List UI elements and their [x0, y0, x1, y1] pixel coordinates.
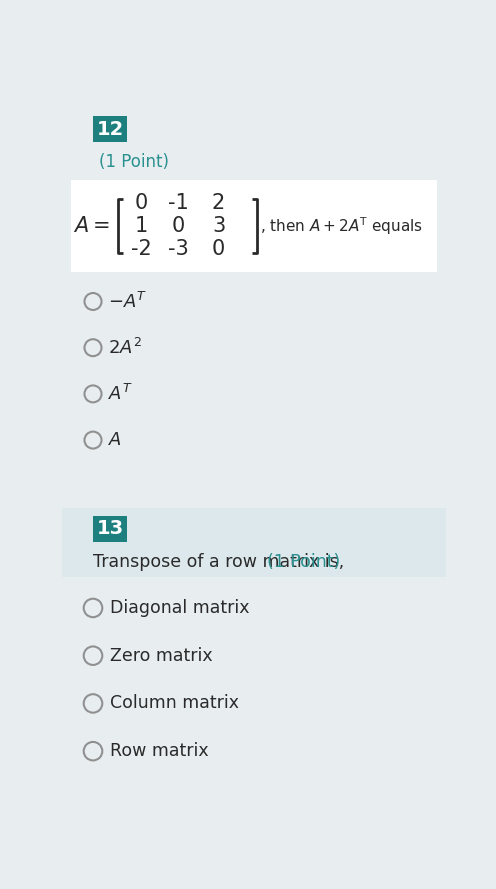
Text: Row matrix: Row matrix	[110, 742, 209, 760]
Text: -2: -2	[130, 239, 151, 259]
Text: (1 Point): (1 Point)	[267, 553, 340, 571]
FancyBboxPatch shape	[93, 116, 127, 142]
Text: 0: 0	[172, 216, 185, 236]
Text: -3: -3	[168, 239, 188, 259]
Text: Column matrix: Column matrix	[110, 694, 239, 712]
FancyBboxPatch shape	[93, 516, 127, 541]
Text: (1 Point): (1 Point)	[99, 153, 169, 171]
Text: Zero matrix: Zero matrix	[110, 646, 213, 665]
Text: 3: 3	[212, 216, 225, 236]
Text: 13: 13	[97, 519, 124, 538]
Text: Diagonal matrix: Diagonal matrix	[110, 599, 249, 617]
Text: , then $A + 2A^{\rm T}$ equals: , then $A + 2A^{\rm T}$ equals	[260, 215, 424, 236]
Text: $2A^2$: $2A^2$	[109, 338, 142, 357]
Text: Transpose of a row matrix is,: Transpose of a row matrix is,	[93, 553, 350, 571]
Text: -1: -1	[168, 193, 188, 213]
FancyBboxPatch shape	[71, 180, 437, 272]
FancyBboxPatch shape	[62, 508, 446, 577]
Text: 0: 0	[212, 239, 225, 259]
Text: 0: 0	[134, 193, 148, 213]
Text: $A^T$: $A^T$	[109, 384, 133, 404]
Text: 12: 12	[96, 119, 124, 139]
Text: $A =$: $A =$	[73, 216, 110, 236]
Text: 2: 2	[212, 193, 225, 213]
Text: $-A^T$: $-A^T$	[109, 292, 148, 311]
Text: $A$: $A$	[109, 431, 123, 449]
Text: 1: 1	[134, 216, 148, 236]
